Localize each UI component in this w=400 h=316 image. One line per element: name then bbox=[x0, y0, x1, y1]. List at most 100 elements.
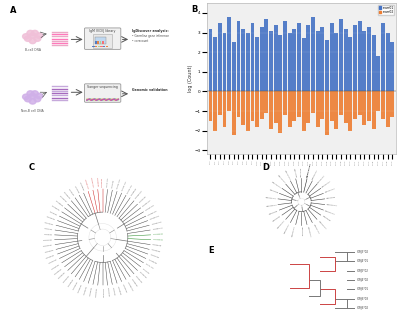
Text: IGHV3-9*01: IGHV3-9*01 bbox=[44, 234, 52, 235]
Text: IGHV5-10-1*01: IGHV5-10-1*01 bbox=[127, 183, 133, 193]
Text: IGHV7-4-1*02: IGHV7-4-1*02 bbox=[107, 177, 109, 187]
Text: IGHV7-4-1*01: IGHV7-4-1*01 bbox=[145, 264, 154, 270]
Bar bbox=[103, 46, 105, 47]
Bar bbox=[344, 29, 348, 91]
Text: IGHV3-11*01: IGHV3-11*01 bbox=[42, 239, 52, 241]
Bar bbox=[241, 91, 245, 125]
Circle shape bbox=[32, 30, 38, 36]
Text: IGHD2-21*01: IGHD2-21*01 bbox=[265, 204, 277, 207]
Text: IGHV1-46*01: IGHV1-46*01 bbox=[59, 196, 66, 203]
Bar bbox=[218, 91, 222, 115]
Text: IgDiscover analysis:: IgDiscover analysis: bbox=[132, 29, 168, 33]
Text: IGHV4-30-2*01: IGHV4-30-2*01 bbox=[145, 204, 155, 211]
Text: IGHD5-5*01: IGHD5-5*01 bbox=[321, 215, 330, 222]
Text: IGHD5-12*01: IGHD5-12*01 bbox=[324, 210, 336, 215]
Bar bbox=[269, 31, 273, 91]
Bar bbox=[260, 27, 264, 91]
Bar bbox=[325, 40, 329, 91]
Text: IGHV3-38-3*01: IGHV3-38-3*01 bbox=[148, 210, 158, 216]
Bar bbox=[246, 91, 250, 131]
Text: IGHD6-13*01: IGHD6-13*01 bbox=[324, 188, 336, 193]
Text: IGHD1-14*01: IGHD1-14*01 bbox=[284, 169, 290, 180]
Bar bbox=[372, 91, 376, 129]
Bar bbox=[292, 91, 296, 121]
Text: IGHD3-10*01: IGHD3-10*01 bbox=[277, 220, 285, 229]
Text: IGHD7-27*01: IGHD7-27*01 bbox=[312, 169, 319, 180]
Text: IGHD6-6*01: IGHD6-6*01 bbox=[326, 197, 336, 199]
Text: IGHD1-20*01: IGHD1-20*01 bbox=[277, 174, 285, 184]
Text: IGHV3-15*01: IGHV3-15*01 bbox=[44, 249, 54, 253]
Bar bbox=[250, 91, 254, 121]
Text: IGHV4-31*01: IGHV4-31*01 bbox=[139, 196, 147, 203]
Bar bbox=[330, 91, 334, 121]
Text: IGHD3-9*01: IGHD3-9*01 bbox=[272, 215, 281, 222]
Text: IGHV3-7*01: IGHV3-7*01 bbox=[44, 228, 53, 230]
Bar bbox=[311, 17, 315, 91]
Text: IGHV4-34*01: IGHV4-34*01 bbox=[122, 283, 127, 293]
Bar bbox=[376, 56, 380, 91]
Circle shape bbox=[29, 38, 36, 44]
Text: IGHV4-30-2*02: IGHV4-30-2*02 bbox=[90, 177, 93, 188]
Bar bbox=[264, 19, 268, 91]
Bar bbox=[227, 17, 231, 91]
Text: IGHV3-64*01: IGHV3-64*01 bbox=[84, 285, 88, 295]
Bar bbox=[283, 91, 287, 115]
Text: IGHD4-11*01: IGHD4-11*01 bbox=[307, 226, 310, 237]
Bar bbox=[98, 46, 100, 47]
Bar bbox=[236, 91, 240, 117]
Text: IGHV5-51*01: IGHV5-51*01 bbox=[139, 272, 147, 279]
Bar bbox=[95, 46, 98, 47]
Text: IGHV4-30-4*02: IGHV4-30-4*02 bbox=[142, 199, 152, 207]
Text: IGHJ6*02: IGHJ6*02 bbox=[356, 306, 368, 310]
Bar bbox=[316, 31, 320, 91]
Text: IGHV3-43D*02: IGHV3-43D*02 bbox=[153, 234, 164, 235]
Circle shape bbox=[29, 93, 36, 99]
Text: IGHV3-49*01: IGHV3-49*01 bbox=[73, 281, 79, 290]
Text: IGHD2-15*01: IGHD2-15*01 bbox=[265, 197, 277, 199]
Text: IGHV4-61*01: IGHV4-61*01 bbox=[135, 275, 142, 283]
Bar bbox=[316, 91, 320, 127]
Text: IGHD6-19*01: IGHD6-19*01 bbox=[321, 181, 332, 188]
Bar bbox=[348, 37, 352, 91]
Circle shape bbox=[34, 96, 41, 102]
Text: IGHV1-69*01: IGHV1-69*01 bbox=[51, 205, 60, 211]
Text: IGHV4-4*01: IGHV4-4*01 bbox=[112, 287, 115, 295]
Bar bbox=[353, 91, 357, 119]
Text: IGHD4-4*01: IGHD4-4*01 bbox=[301, 226, 302, 237]
Bar bbox=[278, 91, 282, 133]
Circle shape bbox=[29, 99, 36, 104]
Bar bbox=[372, 34, 376, 91]
Bar bbox=[283, 21, 287, 91]
Bar bbox=[297, 23, 301, 91]
Text: B-cell DNA: B-cell DNA bbox=[25, 48, 40, 52]
Bar bbox=[386, 91, 390, 127]
Text: IGHV3-23*02: IGHV3-23*02 bbox=[151, 249, 161, 253]
Bar bbox=[367, 27, 371, 91]
Text: IGHV3-66*01: IGHV3-66*01 bbox=[90, 287, 93, 296]
Bar bbox=[306, 91, 310, 123]
Text: IGHV2-70*01: IGHV2-70*01 bbox=[44, 222, 54, 225]
Text: IGHV3-33*01: IGHV3-33*01 bbox=[59, 272, 66, 279]
Text: IGHV3-53*01: IGHV3-53*01 bbox=[78, 283, 83, 293]
Bar bbox=[334, 91, 338, 129]
Bar bbox=[255, 37, 259, 91]
Title: D19: D19 bbox=[294, 0, 308, 1]
Circle shape bbox=[27, 30, 34, 36]
Bar bbox=[100, 41, 102, 44]
Text: IGHV3-30*02: IGHV3-30*02 bbox=[96, 177, 98, 187]
Circle shape bbox=[24, 36, 31, 41]
Bar bbox=[241, 29, 245, 91]
Bar bbox=[376, 91, 380, 111]
Text: IGHV3-30*01: IGHV3-30*01 bbox=[55, 268, 63, 275]
Bar bbox=[232, 42, 236, 91]
Bar bbox=[348, 91, 352, 131]
Bar bbox=[306, 25, 310, 91]
Bar bbox=[353, 25, 357, 91]
Bar bbox=[362, 31, 366, 91]
Text: Non-B cell DNA: Non-B cell DNA bbox=[21, 109, 44, 113]
Text: IGHV3-30-3*01: IGHV3-30-3*01 bbox=[151, 221, 162, 225]
Bar bbox=[232, 91, 236, 135]
Circle shape bbox=[24, 96, 31, 102]
Text: IGHV3-20*01: IGHV3-20*01 bbox=[46, 254, 56, 259]
FancyBboxPatch shape bbox=[93, 34, 112, 48]
